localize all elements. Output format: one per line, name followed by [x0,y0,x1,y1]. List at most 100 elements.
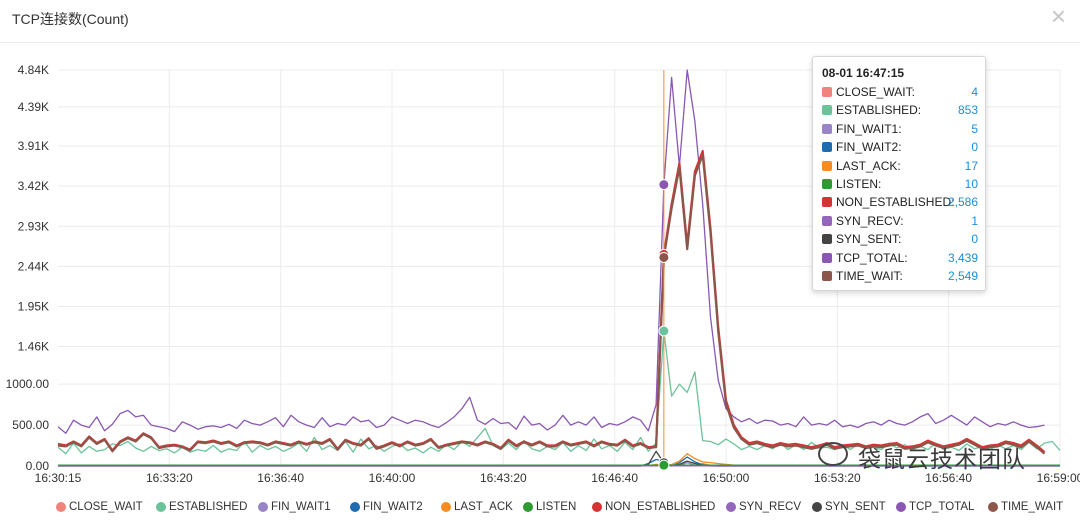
tooltip-label: SYN_RECV: [836,213,904,228]
close-icon[interactable]: × [1050,1,1066,31]
tooltip-swatch [822,271,832,281]
tooltip-swatch [822,87,832,97]
series-line-tcp-total [57,69,1045,434]
tooltip-swatch [822,234,832,245]
tooltip-value: 2,586 [947,195,978,210]
tooltip-label: LISTEN: [836,177,882,191]
tooltip-row: TIME_WAIT: 2,549 [822,268,978,284]
series-line-time-wait [57,154,1046,455]
tooltip-swatch [822,105,832,116]
tooltip-label: CLOSE_WAIT: [836,85,915,99]
legend-dot [258,502,268,512]
legend-dot [441,502,451,512]
tooltip-label: LAST_ACK: [836,158,901,173]
x-tick-label: 16:36:40 [257,471,304,485]
legend-label: FIN_WAIT1 [271,501,331,513]
tooltip-label: SYN_SENT: [836,232,902,247]
tooltip-value: 17 [964,158,978,173]
hover-point-tcp-total [658,179,670,191]
tooltip-label: FIN_WAIT2: [836,140,902,155]
tooltip-row: FIN_WAIT2: 0 [822,139,978,155]
y-tick-label: 500.00 [12,418,49,432]
hover-point-time-wait [658,251,670,263]
x-tick-label: 16:33:20 [146,471,193,485]
tooltip-row: ESTABLISHED: 853 [822,102,978,118]
tooltip-swatch [822,142,832,153]
tooltip-row: SYN_RECV: 1 [822,213,978,229]
tooltip-label: TIME_WAIT: [836,269,903,283]
legend-label: SYN_RECV [739,501,801,513]
tooltip-value: 3,439 [947,250,978,265]
legend-dot [350,502,360,512]
tooltip-row: SYN_SENT: 0 [822,231,978,247]
hover-point-listen [658,459,670,471]
legend-label: SYN_SENT [825,501,886,513]
y-tick-label: 2.44K [18,259,49,273]
tooltip-value: 853 [957,103,978,118]
legend-label: NON_ESTABLISHED [605,501,716,513]
y-tick-label: 2.93K [18,219,49,233]
tooltip-value: 2,549 [947,269,978,283]
tooltip-row: LISTEN: 10 [822,176,978,192]
dialog-title: TCP连接数(Count) [12,11,129,27]
y-tick-label: 1.95K [18,299,49,313]
tooltip-swatch [822,215,832,226]
y-tick-label: 3.91K [18,139,49,153]
wechat-icon [818,442,848,466]
tooltip-label: NON_ESTABLISHED: [836,195,955,210]
y-tick-label: 4.39K [18,100,49,114]
legend-label: CLOSE_WAIT [69,501,143,513]
tooltip-swatch [822,179,832,189]
tooltip-value: 1 [971,213,978,228]
tooltip-row: CLOSE_WAIT: 4 [822,84,978,100]
x-tick-label: 16:59:00 [1037,471,1080,485]
tooltip-row: LAST_ACK: 17 [822,158,978,174]
legend-dot [896,502,906,512]
tooltip-swatch [822,252,832,263]
tooltip-value: 10 [964,177,978,191]
y-tick-label: 4.84K [18,63,49,77]
x-tick-label: 16:53:20 [814,471,861,485]
x-tick-label: 16:40:00 [369,471,416,485]
tooltip-label: TCP_TOTAL: [836,250,908,265]
legend-dot [988,502,998,512]
y-tick-label: 3.42K [18,179,49,193]
tooltip-value: 5 [971,121,978,136]
y-tick-label: 1.46K [18,340,49,354]
tooltip-value: 0 [971,140,978,155]
legend-label: LISTEN [536,501,577,513]
tooltip-row: FIN_WAIT1: 5 [822,121,978,137]
tooltip-time: 08-01 16:47:15 [822,66,905,80]
legend-label: TCP_TOTAL [909,501,975,513]
chart-tooltip: 08-01 16:47:15 CLOSE_WAIT: 4 ESTABLISHED: 8… [812,56,986,291]
y-tick-label: 1000.00 [6,377,50,391]
tooltip-label: ESTABLISHED: [836,103,922,118]
x-tick-label: 16:30:15 [35,471,82,485]
dialog-header: TCP连接数(Count) × [0,0,1080,43]
tooltip-swatch [822,123,832,134]
y-tick-label: 0.00 [26,459,50,473]
watermark: 袋鼠云技术团队 [818,434,1080,480]
legend-dot [523,502,533,512]
tooltip-row: NON_ESTABLISHED: 2,586 [822,194,978,210]
legend-dot [726,502,736,512]
watermark-text: 袋鼠云技术团队 [858,446,1026,472]
legend-label: TIME_WAIT [1001,501,1064,513]
tooltip-swatch [822,197,832,208]
tcp-connections-chart[interactable]: 0.00 500.00 1000.00 1.46K 1.95K 2.44K 2.93K 3.4… [0,0,1080,495]
legend-dot [56,502,66,512]
tooltip-label: FIN_WAIT1: [836,121,902,136]
tooltip-value: 0 [971,232,978,247]
x-tick-label: 16:46:40 [591,471,638,485]
x-tick-label: 16:56:40 [925,471,972,485]
tooltip-swatch [822,160,832,171]
tooltip-row: TCP_TOTAL: 3,439 [822,250,978,266]
legend-label: FIN_WAIT2 [363,501,423,513]
x-tick-label: 16:50:00 [703,471,750,485]
legend-dot [812,502,822,512]
legend-label: LAST_ACK [454,501,513,513]
legend-label: ESTABLISHED [169,501,248,513]
chart-legend: CLOSE_WAIT ESTABLISHED FIN_WAIT1 FIN_WAIT2 L… [0,497,1080,517]
hover-point-established [658,325,670,337]
legend-dot [592,502,602,512]
